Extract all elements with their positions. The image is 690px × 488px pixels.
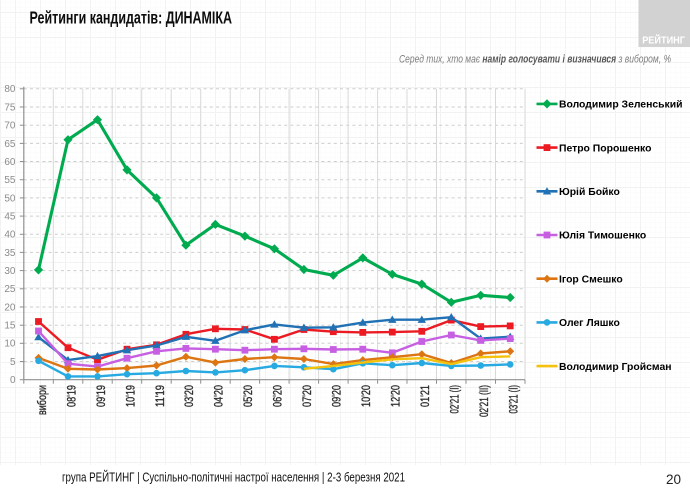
- svg-text:12'20: 12'20: [391, 385, 403, 407]
- svg-text:25: 25: [4, 284, 16, 295]
- svg-text:10: 10: [4, 339, 16, 350]
- svg-text:35: 35: [4, 248, 16, 259]
- svg-text:Ігор Смешко: Ігор Смешко: [559, 274, 623, 285]
- svg-text:08'19: 08'19: [66, 385, 78, 407]
- svg-text:06'20: 06'20: [273, 385, 285, 407]
- svg-text:40: 40: [4, 230, 16, 241]
- svg-text:04'20: 04'20: [214, 385, 226, 407]
- svg-text:05'20: 05'20: [243, 385, 255, 407]
- svg-text:Володимир Гройсман: Володимир Гройсман: [559, 362, 672, 373]
- svg-text:група РЕЙТИНГ | Суспільно-полі: група РЕЙТИНГ | Суспільно-політичні наст…: [62, 470, 405, 485]
- svg-text:09'20: 09'20: [332, 385, 344, 407]
- svg-text:5: 5: [10, 357, 16, 368]
- svg-text:02'21 (ІІ): 02'21 (ІІ): [479, 385, 491, 417]
- svg-text:Рейтинги кандидатів: ДИНАМІКА: Рейтинги кандидатів: ДИНАМІКА: [30, 8, 233, 28]
- svg-text:75: 75: [4, 102, 16, 113]
- svg-text:Серед тих, хто має намір голос: Серед тих, хто має намір голосувати і ви…: [399, 53, 671, 65]
- svg-text:Володимир Зеленський: Володимир Зеленський: [559, 100, 683, 111]
- svg-text:Юлія Тимошенко: Юлія Тимошенко: [559, 231, 646, 242]
- svg-text:10'19: 10'19: [125, 385, 137, 407]
- svg-text:вибори: вибори: [37, 385, 49, 415]
- svg-text:50: 50: [4, 193, 16, 204]
- svg-text:РЕЙТИНГ: РЕЙТИНГ: [642, 34, 685, 47]
- svg-text:10'20: 10'20: [361, 385, 373, 407]
- svg-text:11'19: 11'19: [155, 385, 167, 407]
- svg-text:09'19: 09'19: [96, 385, 108, 407]
- svg-text:Петро Порошенко: Петро Порошенко: [559, 143, 651, 154]
- svg-text:60: 60: [4, 157, 16, 168]
- svg-text:20: 20: [666, 472, 681, 487]
- svg-text:0: 0: [10, 375, 16, 386]
- svg-text:30: 30: [4, 266, 16, 277]
- svg-text:15: 15: [4, 321, 16, 332]
- svg-text:70: 70: [4, 121, 16, 132]
- svg-text:07'20: 07'20: [302, 385, 314, 407]
- svg-text:65: 65: [4, 139, 16, 150]
- svg-text:Олег Ляшко: Олег Ляшко: [559, 318, 620, 329]
- svg-text:03'21 (І): 03'21 (І): [509, 385, 521, 414]
- svg-text:55: 55: [4, 175, 16, 186]
- svg-text:Юрій Бойко: Юрій Бойко: [559, 187, 620, 198]
- svg-text:02'21 (І): 02'21 (І): [450, 385, 462, 414]
- svg-text:20: 20: [4, 302, 16, 313]
- svg-text:80: 80: [4, 84, 16, 95]
- svg-text:03'20: 03'20: [184, 385, 196, 407]
- svg-text:01'21: 01'21: [420, 385, 432, 407]
- svg-text:45: 45: [4, 212, 16, 223]
